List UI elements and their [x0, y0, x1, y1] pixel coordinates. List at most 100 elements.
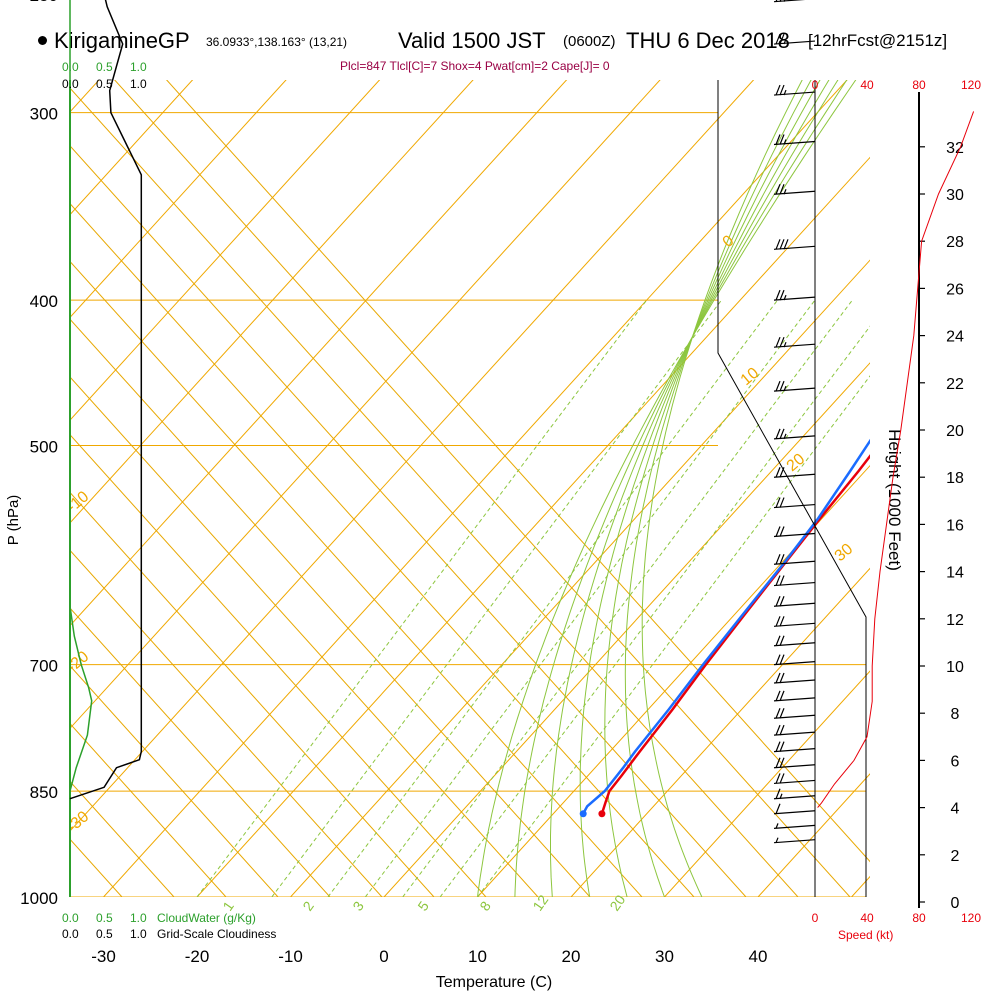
- moist-adiabat: [624, 80, 812, 897]
- zulu-time: (0600Z): [563, 33, 616, 50]
- pressure-tick-label: 300: [30, 105, 58, 124]
- cloudiness-tick-bottom: 0.0: [62, 927, 79, 941]
- speed-tick-bottom: 0: [812, 911, 819, 925]
- wind-barb-flag: [779, 690, 785, 702]
- moist-adiabat: [477, 80, 857, 897]
- diagram-boundary: [717, 80, 867, 897]
- temperature-tick-label: -10: [278, 947, 303, 966]
- wind-barb-half: [783, 385, 787, 392]
- wind-barb-flag: [779, 428, 785, 440]
- dry-adiabat: [70, 896, 71, 897]
- forecast-tag: [12hrFcst@2151z]: [808, 31, 948, 50]
- temperature-tick-label: 10: [468, 947, 487, 966]
- height-tick-label: 2: [951, 848, 960, 865]
- dry-adiabat: [70, 549, 383, 897]
- wind-barb-half: [783, 341, 787, 348]
- wind-barb-flag: [775, 526, 781, 537]
- isotherm: [70, 80, 474, 524]
- wind-barb-half: [783, 433, 787, 440]
- cloudiness-tick-top: 0.5: [96, 77, 113, 91]
- dry-adiabat: [70, 491, 435, 897]
- wind-barb-flag: [775, 289, 781, 301]
- pressure-tick-label: 700: [30, 657, 58, 676]
- wind-barb-flag: [779, 654, 785, 665]
- isotherm: [70, 80, 661, 730]
- cloudiness-tick-bottom: 1.0: [130, 927, 147, 941]
- temperature-tick-label: -30: [91, 947, 116, 966]
- isotherm: [290, 259, 870, 897]
- wind-barb-flag: [775, 575, 781, 586]
- wind-barb-flag: [779, 773, 785, 784]
- mixing-ratio-line: [271, 299, 722, 897]
- site-coords: 36.0933°,138.163° (13,21): [206, 35, 348, 49]
- height-tick-label: 10: [946, 659, 964, 676]
- moist-adiabat: [604, 80, 821, 897]
- wind-barb-flag: [779, 467, 785, 478]
- wind-barb-flag: [779, 741, 785, 752]
- height-tick-label: 16: [946, 517, 964, 534]
- height-tick-label: 12: [946, 612, 964, 629]
- height-tick-label: 24: [946, 329, 964, 346]
- isotherm: [70, 80, 100, 113]
- height-axis-title: Height (1000 Feet): [885, 429, 904, 571]
- wind-barb-half: [775, 837, 779, 843]
- wind-barb-flag: [779, 635, 785, 646]
- wind-barb-flag: [775, 788, 781, 799]
- wind-barb-flag: [779, 33, 785, 45]
- isotherm: [196, 156, 870, 897]
- dry-adiabat: [70, 376, 539, 897]
- wind-barb-half: [783, 139, 787, 145]
- wind-barb-flag: [775, 672, 781, 684]
- isotherm: [70, 80, 755, 832]
- valid-time: Valid 1500 JST: [398, 28, 546, 53]
- dry-adiabat: [70, 607, 331, 897]
- height-tick-label: 30: [946, 187, 964, 204]
- mixing-ratio-label: 20: [606, 892, 628, 914]
- wind-barb-flag: [779, 596, 785, 607]
- wind-barb-flag: [775, 635, 781, 646]
- wind-barb-flag: [779, 497, 785, 508]
- mixing-ratio-line: [196, 299, 648, 897]
- wind-barb-flag: [775, 724, 781, 736]
- valid-date: THU 6 Dec 2018: [626, 28, 790, 53]
- cloud-water-tick-top: 0.5: [96, 60, 113, 74]
- wind-barb-flag: [775, 0, 778, 2]
- isotherm: [477, 464, 870, 897]
- dry-adiabat: [70, 722, 227, 897]
- cloud-water-title: CloudWater (g/Kg): [157, 911, 256, 925]
- height-tick-label: 14: [946, 565, 964, 582]
- pressure-tick-label: 850: [30, 783, 58, 802]
- wind-barb-flag: [775, 773, 781, 784]
- wind-barb-flag: [779, 757, 785, 768]
- surface-dewpoint-marker: [579, 810, 587, 818]
- mixing-ratio-line: [477, 375, 870, 897]
- pressure-tick-label: 500: [30, 437, 58, 456]
- dewpoint-profile: [582, 438, 870, 815]
- wind-barb-flag: [775, 554, 781, 565]
- cloudiness-tick-top: 1.0: [130, 77, 147, 91]
- dry-adiabat: [70, 780, 175, 897]
- cloud-water-tick-bottom: 1.0: [130, 911, 147, 925]
- wind-barb-half: [779, 793, 783, 799]
- height-tick-label: 26: [946, 281, 964, 298]
- isotherm-label: -30: [64, 808, 93, 836]
- speed-tick-bottom: 80: [912, 911, 926, 925]
- wind-barb-flag: [779, 707, 785, 719]
- cloud-water-tick-bottom: 0.0: [62, 911, 79, 925]
- wind-barb-staff: [773, 839, 816, 844]
- wind-barb-flag: [779, 239, 785, 250]
- cloud-water-tick-bottom: 0.5: [96, 911, 113, 925]
- height-tick-label: 28: [946, 234, 964, 251]
- cloudiness-curve: [69, 0, 143, 800]
- wind-barb-half: [775, 823, 779, 829]
- speed-tick-top: 120: [961, 78, 981, 92]
- isotherm: [570, 567, 870, 897]
- wind-barb-flag: [779, 0, 782, 2]
- wind-barb-flag: [775, 84, 781, 96]
- height-tick-label: 8: [951, 706, 960, 723]
- wind-barb-flag: [783, 0, 786, 2]
- wind-barb-half: [783, 188, 787, 195]
- wind-barb-flag: [779, 526, 785, 537]
- wind-barb-flag: [779, 672, 785, 684]
